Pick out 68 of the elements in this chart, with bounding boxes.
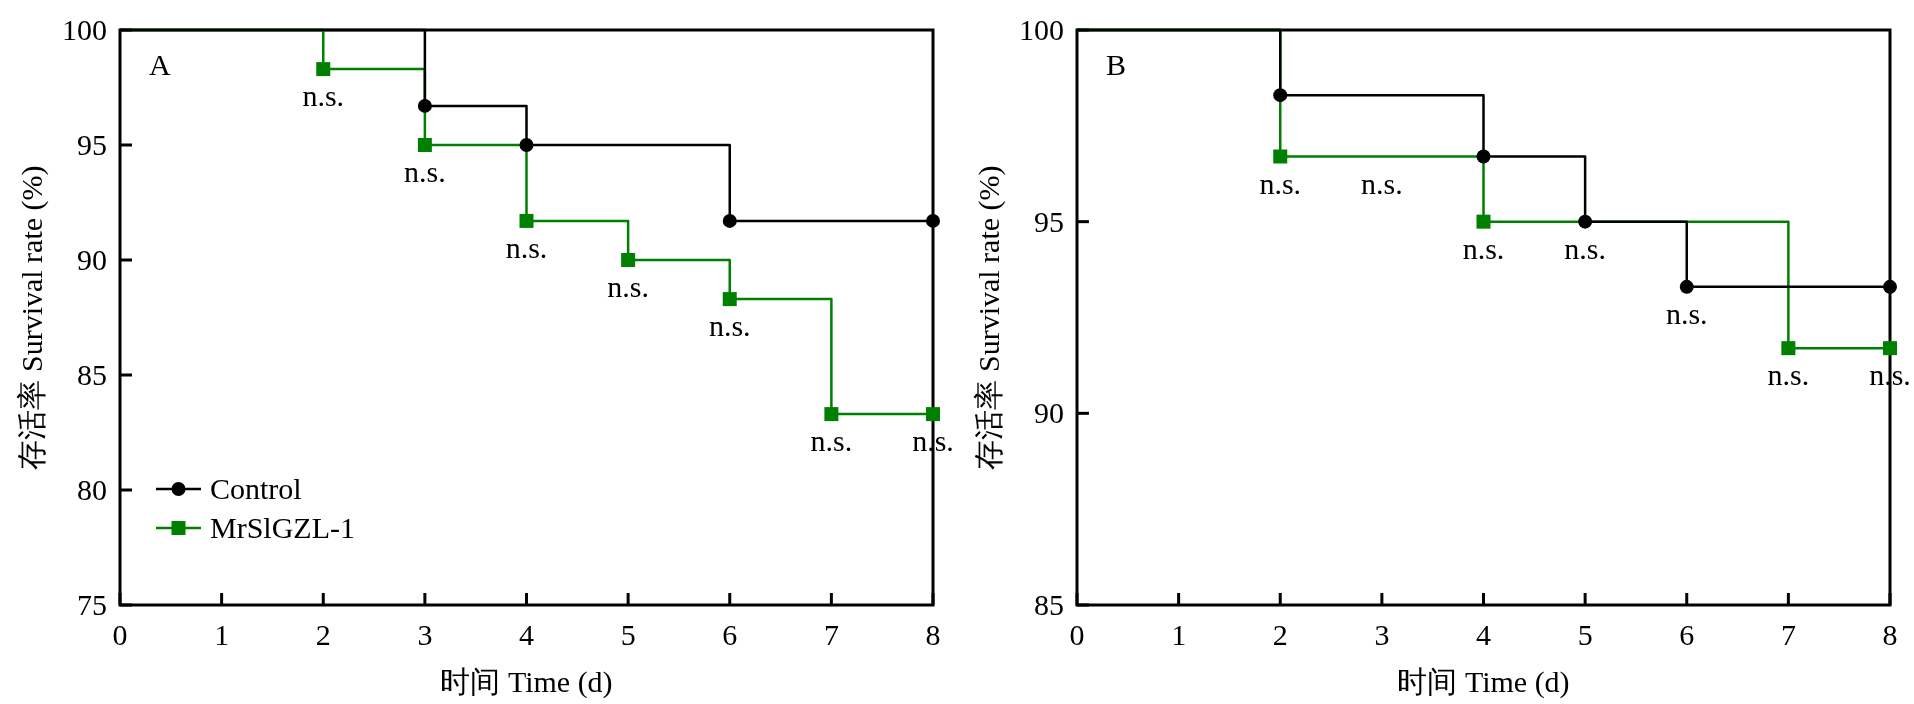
y-tick-label: 85 — [77, 358, 107, 391]
point — [417, 98, 432, 113]
point — [1883, 279, 1897, 294]
point — [1476, 214, 1491, 229]
y-tick-label: 95 — [1034, 204, 1064, 238]
x-tick-label: 2 — [315, 618, 331, 651]
annotation: n.s. — [404, 155, 446, 188]
x-tick-label: 8 — [925, 618, 941, 651]
y-tick-label: 75 — [77, 588, 107, 621]
y-tick-label: 95 — [77, 128, 107, 161]
point — [1578, 214, 1593, 229]
annotation: n.s. — [810, 424, 853, 458]
annotation: n.s. — [1767, 358, 1810, 392]
annotation: n.s. — [708, 309, 751, 343]
point — [316, 62, 331, 77]
x-tick-label: 2 — [1272, 618, 1288, 651]
point — [519, 138, 534, 152]
text: B — [1106, 48, 1127, 81]
x-tick-label: 5 — [620, 618, 636, 651]
x-tick-label: 1 — [214, 618, 230, 651]
annotation: n.s. — [1564, 231, 1606, 265]
x-tick-label: 5 — [1577, 618, 1593, 651]
y-axis-title: 存活率 Survival rate (%) — [972, 165, 1006, 470]
x-tick-label: 8 — [1882, 618, 1898, 651]
point — [926, 213, 940, 228]
x-tick-label: 0 — [112, 618, 128, 651]
point — [519, 213, 534, 228]
annotation: n.s. — [1259, 166, 1302, 200]
x-axis-title: 时间 Time (d) — [440, 665, 613, 699]
legend-label: Control — [210, 472, 302, 505]
annotation: n.s. — [1361, 166, 1403, 200]
annotation: n.s. — [505, 230, 548, 264]
point — [1476, 149, 1491, 164]
x-tick-label: 1 — [1171, 618, 1187, 651]
x-tick-label: 6 — [722, 618, 738, 651]
y-tick-label: 100 — [1019, 13, 1064, 46]
annotation: n.s. — [302, 79, 345, 113]
x-axis-title: 时间 Time (d) — [1397, 665, 1570, 699]
point — [1883, 341, 1897, 356]
x-tick-label: 4 — [519, 618, 534, 651]
point — [1273, 88, 1288, 103]
text: A — [149, 48, 171, 81]
point — [1781, 341, 1796, 356]
y-tick-label: 80 — [77, 473, 107, 506]
x-tick-label: 0 — [1069, 618, 1085, 651]
y-axis-title: 存活率 Survival rate (%) — [15, 165, 49, 470]
x-tick-label: 7 — [823, 618, 839, 651]
y-tick-label: 90 — [1034, 396, 1064, 430]
point — [722, 292, 737, 307]
point — [722, 213, 737, 228]
point — [1679, 279, 1694, 294]
annotation: n.s. — [1665, 296, 1708, 330]
x-tick-label: 7 — [1780, 618, 1796, 651]
annotation: n.s. — [607, 270, 649, 303]
x-tick-label: 3 — [1374, 618, 1390, 651]
x-tick-label: 3 — [417, 618, 433, 651]
y-tick-label: 100 — [62, 13, 107, 46]
x-tick-label: 4 — [1476, 618, 1491, 651]
point — [417, 138, 432, 152]
x-tick-label: 6 — [1679, 618, 1695, 651]
y-tick-label: 90 — [77, 243, 107, 276]
point — [824, 407, 839, 422]
legend-label: MrSlGZL-1 — [210, 511, 355, 544]
annotation: n.s. — [1462, 231, 1505, 265]
point — [621, 253, 636, 267]
point — [926, 407, 940, 422]
y-tick-label: 85 — [1034, 588, 1064, 621]
point — [1273, 149, 1288, 164]
